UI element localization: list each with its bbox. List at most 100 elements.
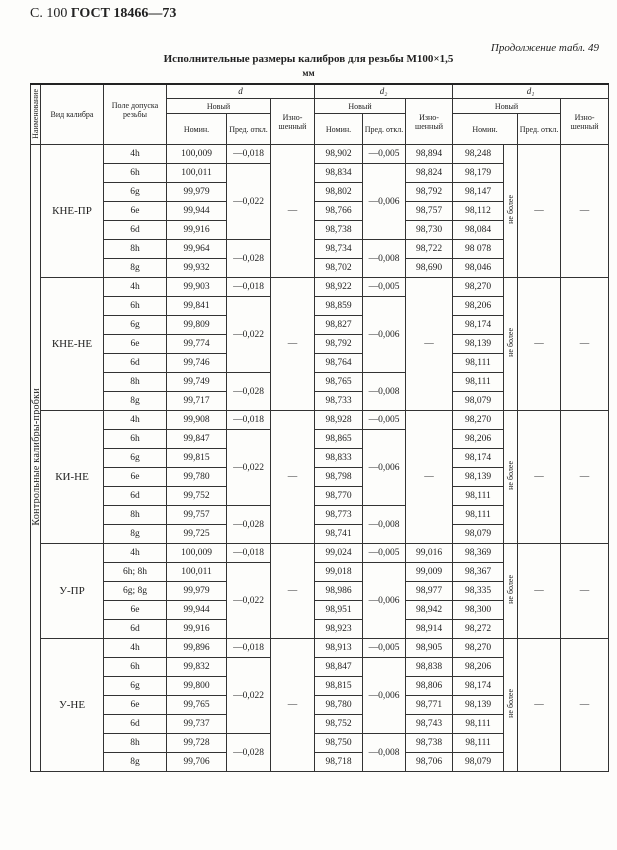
d1-worn: — [560, 410, 610, 544]
d1-nominal: 98,079 [452, 752, 505, 772]
d-deviation: —0,022 [226, 562, 271, 639]
d1-nominal: 98,174 [452, 315, 505, 335]
header-d2-new: Новый [314, 98, 407, 114]
tolerance-field: 6h; 8h [103, 562, 167, 582]
d1-nominal: 98,206 [452, 429, 505, 449]
d1-nominal: 98,174 [452, 448, 505, 468]
tolerance-field: 6g [103, 315, 167, 335]
d2-nominal: 98,798 [314, 467, 364, 487]
d2-worn: 98,942 [405, 600, 454, 620]
table-row: 6d 99,916 98,923 98,914 98,272 [31, 619, 609, 639]
table-row: 8h 99,728 —0,028 98,750 —0,008 98,738 98,111 [31, 733, 609, 772]
table-row: 6e 99,780 98,798 98,139 [31, 467, 609, 487]
table-row: 8g 99,725 98,741 98,079 [31, 524, 609, 544]
header-d1: d₁ [452, 83, 610, 99]
d-nominal: 99,832 [166, 657, 227, 677]
d-deviation: —0,018 [226, 144, 271, 164]
d1-nominal: 98,111 [452, 353, 505, 373]
d2-worn: 98,743 [405, 714, 454, 734]
d2-nominal: 98,718 [314, 752, 364, 772]
d2-deviation: —0,005 [362, 277, 407, 297]
d2-nominal: 98,951 [314, 600, 364, 620]
table-row: У-НЕ 4h 99,896 —0,018—98,913 —0,005 98,905 98,… [31, 638, 610, 772]
gauge-dimensions-table: Наименование Вид калибра Поле допуска ре… [30, 83, 610, 772]
d-nominal: 99,725 [166, 524, 227, 544]
tolerance-field: 4h [103, 638, 167, 658]
tolerance-field: 8h [103, 505, 167, 525]
d-nominal: 100,009 [166, 543, 227, 563]
d-nominal: 99,765 [166, 695, 227, 715]
d1-nominal: 98,367 [452, 562, 505, 582]
d1-limit-note-label: не более [506, 689, 516, 718]
d2-worn: 98,722 [405, 239, 454, 259]
d1-nominal: 98,147 [452, 182, 505, 202]
tolerance-field: 6g [103, 448, 167, 468]
d-nominal: 99,815 [166, 448, 227, 468]
d1-nominal: 98,139 [452, 334, 505, 354]
d1-worn: — [560, 638, 610, 772]
d1-nominal: 98,139 [452, 695, 505, 715]
d1-limit-note-label: не более [506, 195, 516, 224]
d1-nominal: 98,111 [452, 714, 505, 734]
d2-deviation: —0,006 [362, 296, 407, 373]
header-d1-worn: Изно-шенный [560, 98, 610, 145]
d-nominal: 99,908 [166, 410, 227, 430]
tolerance-field: 6e [103, 600, 167, 620]
header-gauge-type: Вид калибра [40, 83, 104, 145]
d-nominal: 99,752 [166, 486, 227, 506]
d2-worn: 99,016 [405, 543, 454, 563]
d1-nominal: 98,270 [452, 638, 505, 658]
d1-nominal: 98,084 [452, 220, 505, 240]
table-row: 6h 100,011 —0,022 98,834 —0,006 98,824 98,179 [31, 163, 609, 240]
table-row: 6h 99,847 —0,022 98,865 —0,006 98,206 [31, 429, 609, 506]
d1-nominal: 98 078 [452, 239, 505, 259]
d-nominal: 99,964 [166, 239, 227, 259]
table-row: КИ-НЕ 4h 99,908 —0,018—98,928 —0,005—98,270 н… [31, 410, 610, 544]
tolerance-field: 6d [103, 619, 167, 639]
d-deviation: —0,022 [226, 163, 271, 240]
d-deviation: —0,028 [226, 505, 271, 544]
d-nominal: 99,847 [166, 429, 227, 449]
d-deviation: —0,028 [226, 733, 271, 772]
d1-deviation: — [517, 638, 562, 772]
d-nominal: 100,011 [166, 562, 227, 582]
tolerance-field: 4h [103, 543, 167, 563]
d-deviation: —0,018 [226, 543, 271, 563]
gauge-type: У-НЕ [40, 638, 104, 772]
d-nominal: 99,749 [166, 372, 227, 392]
gauge-type: КНЕ-НЕ [40, 277, 104, 411]
tolerance-field: 6d [103, 714, 167, 734]
d2-worn: 98,977 [405, 581, 454, 601]
tolerance-field: 6e [103, 467, 167, 487]
tolerance-field: 6h [103, 296, 167, 316]
d2-deviation: —0,008 [362, 505, 407, 544]
d2-nominal: 99,018 [314, 562, 364, 582]
d-nominal: 99,746 [166, 353, 227, 373]
tolerance-field: 6e [103, 201, 167, 221]
table-row: 8g 99,706 98,718 98,706 98,079 [31, 752, 609, 772]
table-unit: мм [302, 68, 315, 78]
d-worn: — [269, 410, 316, 544]
d2-worn: 98,894 [405, 144, 454, 164]
d2-deviation: —0,008 [362, 372, 407, 411]
d2-worn: 98,905 [405, 638, 454, 658]
tolerance-field: 6e [103, 695, 167, 715]
d2-nominal: 98,734 [314, 239, 364, 259]
gauge-type: КИ-НЕ [40, 410, 104, 544]
d2-deviation: —0,005 [362, 638, 407, 658]
d1-limit-note: не более [503, 638, 519, 772]
tolerance-field: 6e [103, 334, 167, 354]
d2-nominal: 98,733 [314, 391, 364, 411]
d1-nominal: 98,272 [452, 619, 505, 639]
d1-deviation: — [517, 277, 562, 411]
table-row: 6h 99,841 —0,022 98,859 —0,006 98,206 [31, 296, 609, 373]
d2-worn: 98,706 [405, 752, 454, 772]
d1-nominal: 98,179 [452, 163, 505, 183]
header-d1-deviation: Пред. откл. [517, 113, 562, 145]
header-d-new: Новый [166, 98, 271, 114]
d-deviation: —0,018 [226, 410, 271, 430]
table-row: 6e 99,774 98,792 98,139 [31, 334, 609, 354]
d2-worn: 98,690 [405, 258, 454, 278]
tolerance-field: 6g [103, 676, 167, 696]
